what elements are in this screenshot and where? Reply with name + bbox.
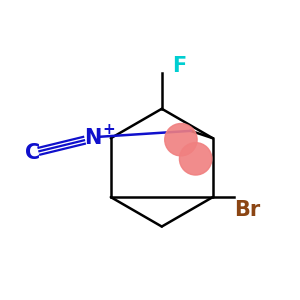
Circle shape [179, 142, 212, 175]
Text: N: N [84, 128, 101, 148]
Text: +: + [102, 122, 115, 137]
Text: C: C [25, 143, 40, 163]
Circle shape [165, 124, 197, 156]
Text: F: F [172, 56, 187, 76]
Text: Br: Br [234, 200, 260, 220]
